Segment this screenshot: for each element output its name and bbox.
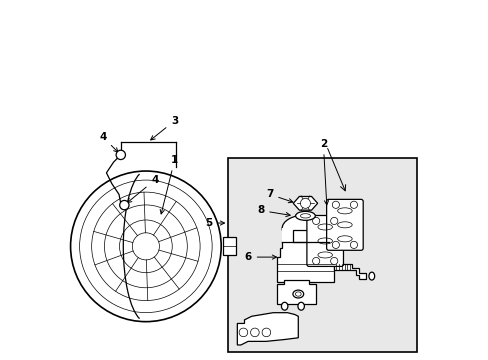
FancyBboxPatch shape: [326, 199, 363, 250]
Bar: [223, 237, 235, 255]
Polygon shape: [333, 264, 366, 279]
Ellipse shape: [295, 211, 315, 220]
Circle shape: [330, 217, 337, 225]
Circle shape: [332, 201, 339, 208]
Text: 8: 8: [257, 206, 289, 217]
Circle shape: [312, 257, 319, 265]
Ellipse shape: [368, 272, 374, 280]
Polygon shape: [292, 230, 317, 242]
Polygon shape: [276, 280, 316, 304]
Text: 4: 4: [99, 132, 118, 152]
Polygon shape: [293, 197, 317, 210]
Text: 1: 1: [160, 155, 178, 214]
Circle shape: [250, 328, 259, 337]
FancyBboxPatch shape: [306, 216, 343, 266]
Circle shape: [120, 201, 129, 210]
Ellipse shape: [282, 215, 328, 242]
Circle shape: [70, 171, 221, 321]
Circle shape: [239, 328, 247, 337]
Bar: [282, 228, 328, 242]
Text: 7: 7: [265, 189, 292, 203]
Circle shape: [332, 241, 339, 248]
Ellipse shape: [295, 292, 301, 296]
Polygon shape: [276, 241, 333, 282]
Text: 6: 6: [244, 252, 276, 262]
Text: 3: 3: [150, 116, 178, 140]
Circle shape: [349, 241, 357, 248]
Polygon shape: [237, 313, 298, 345]
Bar: [228, 158, 416, 352]
Circle shape: [330, 257, 337, 265]
Text: 5: 5: [204, 218, 224, 228]
Circle shape: [262, 328, 270, 337]
Ellipse shape: [300, 214, 310, 218]
Text: 4: 4: [127, 175, 158, 203]
Circle shape: [300, 198, 310, 208]
Circle shape: [349, 201, 357, 208]
Ellipse shape: [292, 290, 303, 298]
Circle shape: [116, 150, 125, 159]
Ellipse shape: [281, 302, 287, 310]
Ellipse shape: [297, 302, 304, 310]
Text: 2: 2: [319, 139, 328, 205]
Circle shape: [312, 217, 319, 225]
